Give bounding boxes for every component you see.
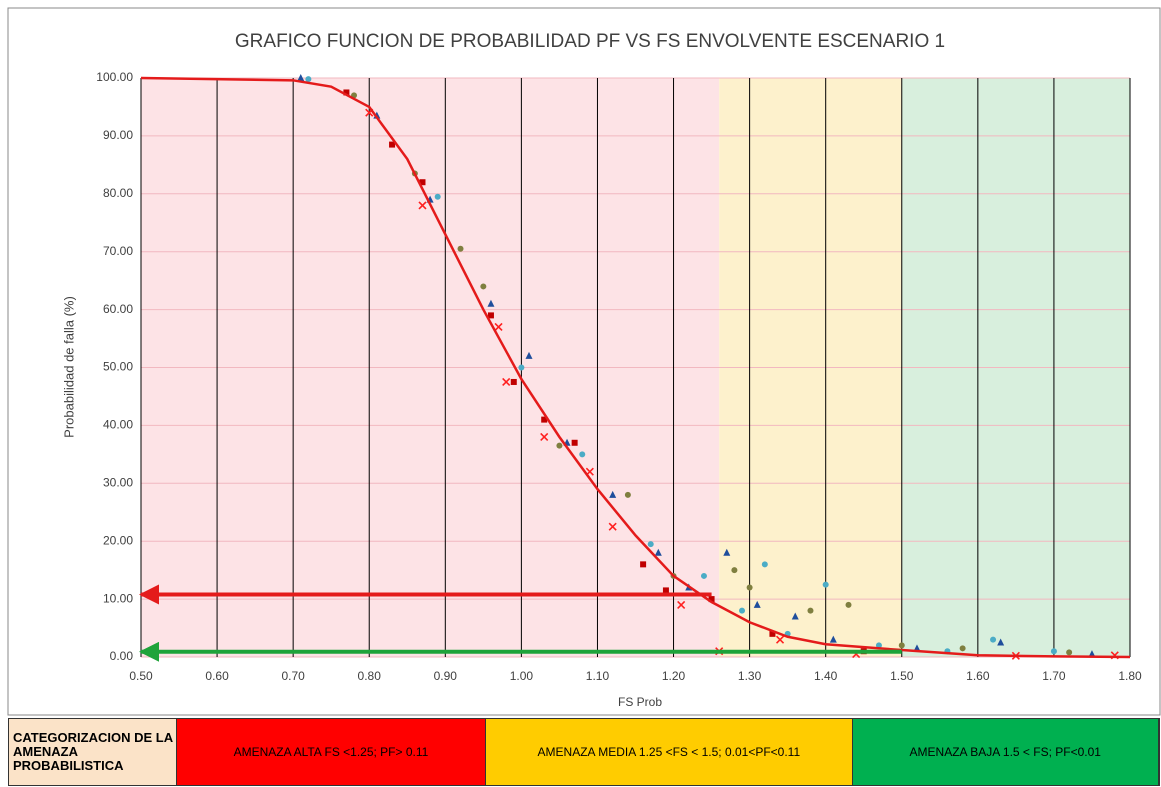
point [556, 442, 563, 449]
point [502, 377, 511, 387]
y-tick-label: 30.00 [103, 475, 133, 489]
point [1050, 648, 1057, 655]
point [739, 607, 746, 614]
x-tick-label: 0.60 [205, 669, 229, 683]
chart: GRAFICO FUNCION DE PROBABILIDAD PF VS FS… [7, 7, 1161, 716]
point [571, 439, 578, 446]
point [457, 245, 464, 252]
point [829, 635, 837, 643]
x-tick-label: 1.80 [1118, 669, 1142, 683]
point [769, 630, 776, 637]
point [525, 351, 533, 359]
point [389, 141, 396, 148]
point [959, 645, 966, 652]
point [791, 612, 799, 620]
point [731, 567, 738, 574]
point [480, 283, 487, 290]
table-cell: AMENAZA BAJA 1.5 < FS; PF<0.01 [852, 719, 1159, 785]
x-tick-label: 0.70 [281, 669, 305, 683]
point [343, 89, 350, 96]
fit-curve [140, 76, 1131, 659]
point [418, 201, 427, 210]
point [708, 596, 715, 603]
point [761, 561, 768, 568]
point [434, 193, 441, 200]
y-tick-label: 80.00 [103, 186, 133, 200]
point [1066, 649, 1073, 656]
point [510, 378, 517, 385]
x-tick-label: 1.70 [1042, 669, 1066, 683]
point [297, 74, 305, 81]
point [662, 587, 669, 594]
point [997, 638, 1005, 646]
point [723, 548, 731, 556]
y-axis-label: Probabilidad de falla (%) [61, 296, 76, 438]
point [487, 312, 494, 319]
table-cell: AMENAZA MEDIA 1.25 <FS < 1.5; 0.01<PF<0.… [486, 719, 853, 785]
point [775, 635, 785, 644]
point [540, 432, 549, 442]
x-tick-label: 1.40 [814, 669, 838, 683]
x-tick-label: 0.50 [129, 669, 153, 683]
y-tick-label: 10.00 [103, 591, 133, 605]
chart-title: GRAFICO FUNCION DE PROBABILIDAD PF VS FS… [235, 31, 945, 52]
y-tick-label: 20.00 [103, 533, 133, 547]
y-tick-label: 0.00 [110, 649, 134, 663]
y-tick-label: 50.00 [103, 360, 133, 374]
table-cell: AMENAZA ALTA FS <1.25; PF> 0.11 [176, 719, 487, 785]
point [845, 601, 852, 608]
point [654, 548, 662, 556]
y-tick-label: 90.00 [103, 128, 133, 142]
point [419, 179, 426, 186]
x-tick-label: 1.50 [890, 669, 914, 683]
y-tick-label: 100.00 [96, 70, 133, 84]
point [746, 584, 753, 591]
point [875, 642, 882, 649]
point [807, 607, 814, 614]
point [640, 561, 647, 568]
category-table: CATEGORIZACION DE LA AMENAZA PROBABILIST… [8, 718, 1160, 786]
point [913, 644, 921, 652]
point [487, 299, 495, 307]
x-tick-label: 1.10 [586, 669, 610, 683]
point [898, 642, 905, 649]
point [700, 572, 707, 579]
point [541, 416, 548, 423]
point [608, 522, 617, 531]
point [1088, 650, 1096, 658]
table-cell: CATEGORIZACION DE LA AMENAZA PROBABILIST… [9, 719, 177, 785]
y-tick-label: 60.00 [103, 302, 133, 316]
point [494, 322, 503, 332]
scatter-series [305, 76, 1057, 655]
x-tick-label: 1.20 [662, 669, 686, 683]
x-axis-label: FS Prob [618, 695, 662, 709]
point [822, 581, 829, 588]
point [753, 600, 761, 608]
point [624, 491, 631, 498]
y-tick-label: 70.00 [103, 244, 133, 258]
x-tick-label: 1.60 [966, 669, 990, 683]
point [647, 541, 654, 548]
point [305, 76, 312, 83]
point [518, 364, 525, 371]
point [609, 490, 617, 498]
point [990, 636, 997, 643]
x-tick-label: 0.80 [358, 669, 382, 683]
point [579, 451, 586, 458]
x-tick-label: 1.30 [738, 669, 762, 683]
point [677, 600, 686, 609]
x-tick-label: 1.00 [510, 669, 534, 683]
y-tick-label: 40.00 [103, 418, 133, 432]
x-tick-label: 0.90 [434, 669, 458, 683]
